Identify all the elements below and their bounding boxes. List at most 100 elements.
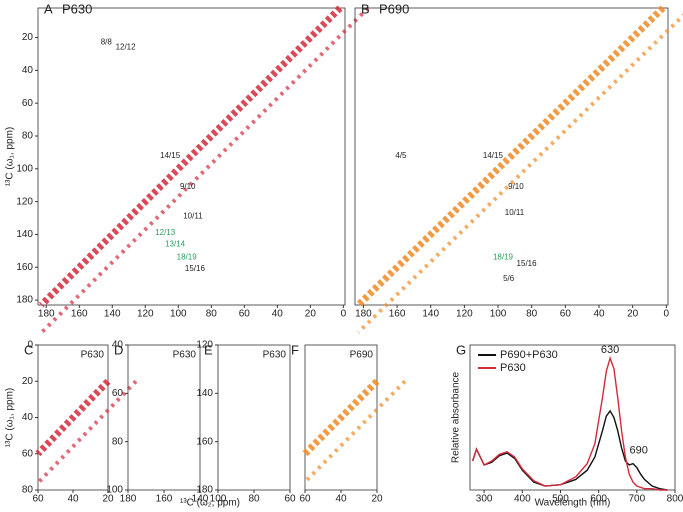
legend-label: P630 [500, 362, 526, 374]
peak-label: 9/10 [508, 182, 524, 191]
x-tick-label: 60 [284, 494, 296, 505]
x-tick-label: 40 [593, 309, 605, 320]
peak-label: 10/11 [505, 208, 525, 217]
peak-label: 15/16 [185, 264, 206, 273]
panel-letter: A [44, 1, 53, 16]
panel-letter: B [361, 1, 370, 16]
peak-label: 14/15 [160, 151, 181, 160]
x-tick-label: 140 [422, 309, 439, 320]
panel-title: P630 [173, 350, 197, 361]
y-tick-label: 60 [22, 448, 34, 459]
x-tick-label: 300 [476, 494, 493, 505]
x-tick-label: 20 [102, 494, 114, 505]
y-tick-label: 40 [112, 340, 124, 351]
y-tick-label: 40 [22, 65, 34, 76]
y-tick-label: 80 [22, 485, 34, 496]
peak-label: 14/15 [483, 151, 504, 160]
x-tick-label: 500 [552, 494, 569, 505]
panel-letter: E [204, 342, 213, 357]
diagonal-ridge [35, 378, 111, 457]
plot-frame [37, 7, 346, 306]
x-tick-label: 40 [67, 494, 79, 505]
plot-frame [127, 344, 201, 491]
y-tick-label: 20 [22, 376, 34, 387]
x-tick-label: 60 [560, 309, 572, 320]
x-tick-label: 160 [71, 309, 88, 320]
x-tick-label: 80 [248, 494, 260, 505]
diagonal-ridge [39, 6, 370, 335]
x-axis-label: ¹³C (ω₂, ppm) [180, 498, 240, 509]
x-tick-label: 160 [389, 309, 406, 320]
plot-frame [217, 344, 291, 491]
spectrum-line [472, 409, 668, 491]
x-tick-label: 400 [514, 494, 531, 505]
y-tick-label: 160 [16, 262, 33, 273]
y-tick-label: 140 [16, 229, 33, 240]
y-axis-label: ¹³C (ω₁, ppm) [5, 127, 16, 187]
panel-title: P630 [81, 350, 105, 361]
y-tick-label: 20 [22, 32, 34, 43]
x-axis-label: Wavelength (nm) [535, 498, 611, 509]
y-tick-label: 160 [196, 436, 213, 447]
legend-label: P690+P630 [500, 349, 558, 361]
x-tick-label: 0 [341, 309, 347, 320]
x-tick-label: 60 [239, 309, 251, 320]
x-tick-label: 800 [667, 494, 683, 505]
panel-title: P690 [379, 1, 409, 16]
x-tick-label: 120 [456, 309, 473, 320]
spectrum-line [472, 355, 668, 491]
y-tick-label: 80 [22, 131, 34, 142]
peak-label: 5/6 [503, 274, 515, 283]
x-tick-label: 80 [526, 309, 538, 320]
y-tick-label: 100 [106, 485, 123, 496]
diagonal-ridge [302, 378, 380, 457]
y-tick-label: 180 [196, 485, 213, 496]
plot-frame [354, 7, 669, 306]
x-tick-label: 100 [210, 494, 227, 505]
plot-frame [469, 344, 676, 491]
diagonal-ridge [38, 5, 343, 308]
x-tick-label: 60 [299, 494, 311, 505]
y-tick-label: 60 [112, 388, 124, 399]
y-tick-label: 180 [16, 295, 33, 306]
x-tick-label: 20 [627, 309, 639, 320]
diagonal-ridge [303, 379, 407, 484]
peak-label: 12/13 [155, 228, 176, 237]
x-tick-label: 0 [664, 309, 670, 320]
y-tick-label: 120 [196, 340, 213, 351]
y-tick-label: 0 [27, 340, 33, 351]
panel-letter: G [456, 342, 466, 357]
x-tick-label: 80 [206, 309, 218, 320]
x-tick-label: 180 [355, 309, 372, 320]
peak-label: 690 [630, 444, 648, 456]
x-tick-label: 40 [272, 309, 284, 320]
peak-label: 13/14 [165, 239, 186, 248]
panel-letter: C [24, 342, 33, 357]
y-tick-label: 140 [196, 388, 213, 399]
y-tick-label: 100 [16, 163, 33, 174]
x-tick-label: 20 [371, 494, 383, 505]
x-tick-label: 160 [156, 494, 173, 505]
diagonal-ridge [356, 12, 683, 334]
peak-label: 630 [601, 344, 619, 356]
y-axis-label: ¹³C (ω₁, ppm) [5, 388, 16, 448]
y-tick-label: 80 [112, 436, 124, 447]
x-tick-label: 20 [305, 309, 317, 320]
peak-label: 12/12 [116, 42, 137, 51]
x-tick-label: 140 [192, 494, 209, 505]
x-tick-label: 100 [490, 309, 507, 320]
peak-label: 15/16 [517, 259, 538, 268]
x-tick-label: 600 [590, 494, 607, 505]
panel-letter: D [114, 342, 123, 357]
peak-label: 8/8 [101, 38, 113, 47]
peak-label: 18/19 [177, 253, 198, 262]
x-tick-label: 100 [170, 309, 187, 320]
peak-label: 9/10 [180, 182, 196, 191]
y-tick-label: 60 [22, 98, 34, 109]
x-tick-label: 180 [38, 309, 55, 320]
x-tick-label: 40 [335, 494, 347, 505]
x-tick-label: 700 [628, 494, 645, 505]
peak-label: 4/5 [395, 151, 407, 160]
y-axis-label: Relative absorbance [451, 371, 462, 463]
